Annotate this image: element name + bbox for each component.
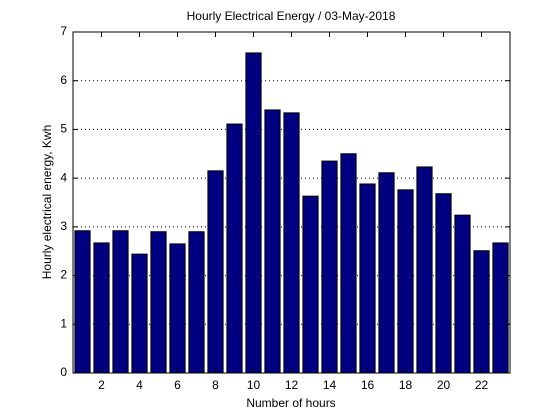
y-tick-label: 7 [60,24,67,38]
y-tick-label: 5 [60,122,67,136]
x-tick-label: 14 [323,378,337,392]
bar [416,166,433,374]
y-tick-label: 6 [60,73,67,87]
bar [473,250,490,374]
bar [74,230,91,374]
x-tick-label: 12 [285,378,299,392]
bar [321,160,338,374]
y-tick-label: 0 [60,365,67,379]
bar [340,153,357,374]
bar [264,109,281,374]
bar [359,183,376,374]
x-tick-label: 22 [475,378,489,392]
x-tick-label: 4 [136,378,143,392]
bar [302,195,319,374]
y-tick-label: 4 [60,170,67,184]
x-tick-label: 20 [437,378,451,392]
bar [93,242,110,374]
bar [207,170,224,374]
bar [112,230,129,374]
chart-title: Hourly Electrical Energy / 03-May-2018 [187,9,396,23]
x-tick-label: 6 [174,378,181,392]
bar [397,189,414,374]
bar [378,172,395,374]
x-axis-label: Number of hours [246,396,335,410]
x-tick-label: 18 [399,378,413,392]
x-tick-label: 8 [212,378,219,392]
bar [169,243,186,374]
x-tick-label: 10 [247,378,261,392]
x-tick-label: 2 [98,378,105,392]
bar [245,52,262,374]
bar [454,214,471,374]
bar [435,193,452,374]
bar [283,112,300,374]
bar [226,123,243,374]
bar [188,231,205,374]
y-tick-label: 2 [60,268,67,282]
y-tick-label: 3 [60,219,67,233]
y-tick-label: 1 [60,316,67,330]
x-tick-label: 16 [361,378,375,392]
bar [492,242,509,374]
y-axis-label: Hourly electrical energy, Kwh [40,125,54,280]
bar [150,231,167,374]
bar [131,253,148,374]
